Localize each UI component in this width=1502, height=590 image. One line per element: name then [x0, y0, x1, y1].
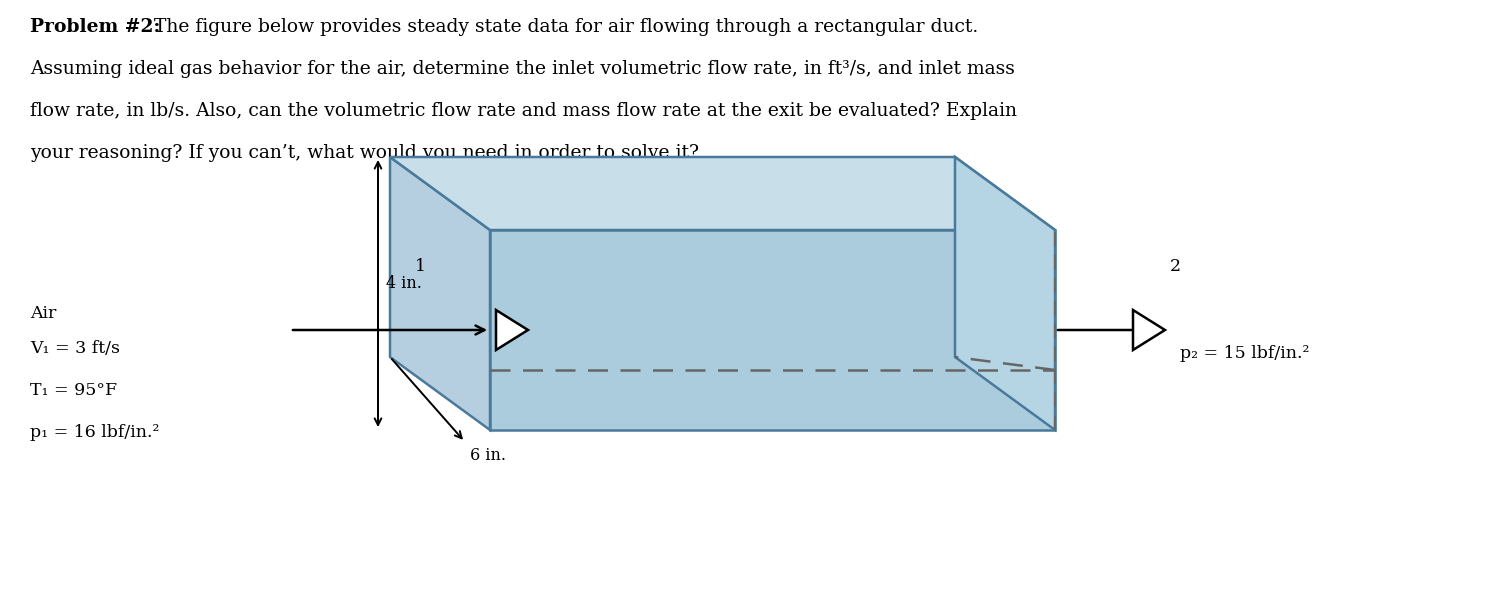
Polygon shape: [391, 157, 1054, 230]
Polygon shape: [391, 157, 490, 430]
Polygon shape: [496, 310, 529, 350]
Text: p₁ = 16 lbf/in.²: p₁ = 16 lbf/in.²: [30, 424, 159, 441]
Text: 2: 2: [1170, 258, 1181, 275]
Text: T₁ = 95°F: T₁ = 95°F: [30, 382, 117, 399]
Text: flow rate, in lb/s. Also, can the volumetric flow rate and mass flow rate at the: flow rate, in lb/s. Also, can the volume…: [30, 102, 1017, 120]
Polygon shape: [490, 230, 1054, 430]
Text: Problem #2:: Problem #2:: [30, 18, 161, 36]
Text: 6 in.: 6 in.: [470, 447, 506, 464]
Text: Assuming ideal gas behavior for the air, determine the inlet volumetric flow rat: Assuming ideal gas behavior for the air,…: [30, 60, 1015, 78]
Text: p₂ = 15 lbf/in.²: p₂ = 15 lbf/in.²: [1181, 345, 1310, 362]
Text: The figure below provides steady state data for air flowing through a rectangula: The figure below provides steady state d…: [149, 18, 978, 36]
Text: 4 in.: 4 in.: [386, 275, 422, 292]
Polygon shape: [1133, 310, 1166, 350]
Polygon shape: [955, 157, 1054, 430]
Text: 1: 1: [415, 258, 427, 275]
Text: Air: Air: [30, 305, 57, 322]
Text: V₁ = 3 ft/s: V₁ = 3 ft/s: [30, 340, 120, 357]
Text: your reasoning? If you can’t, what would you need in order to solve it?: your reasoning? If you can’t, what would…: [30, 144, 698, 162]
